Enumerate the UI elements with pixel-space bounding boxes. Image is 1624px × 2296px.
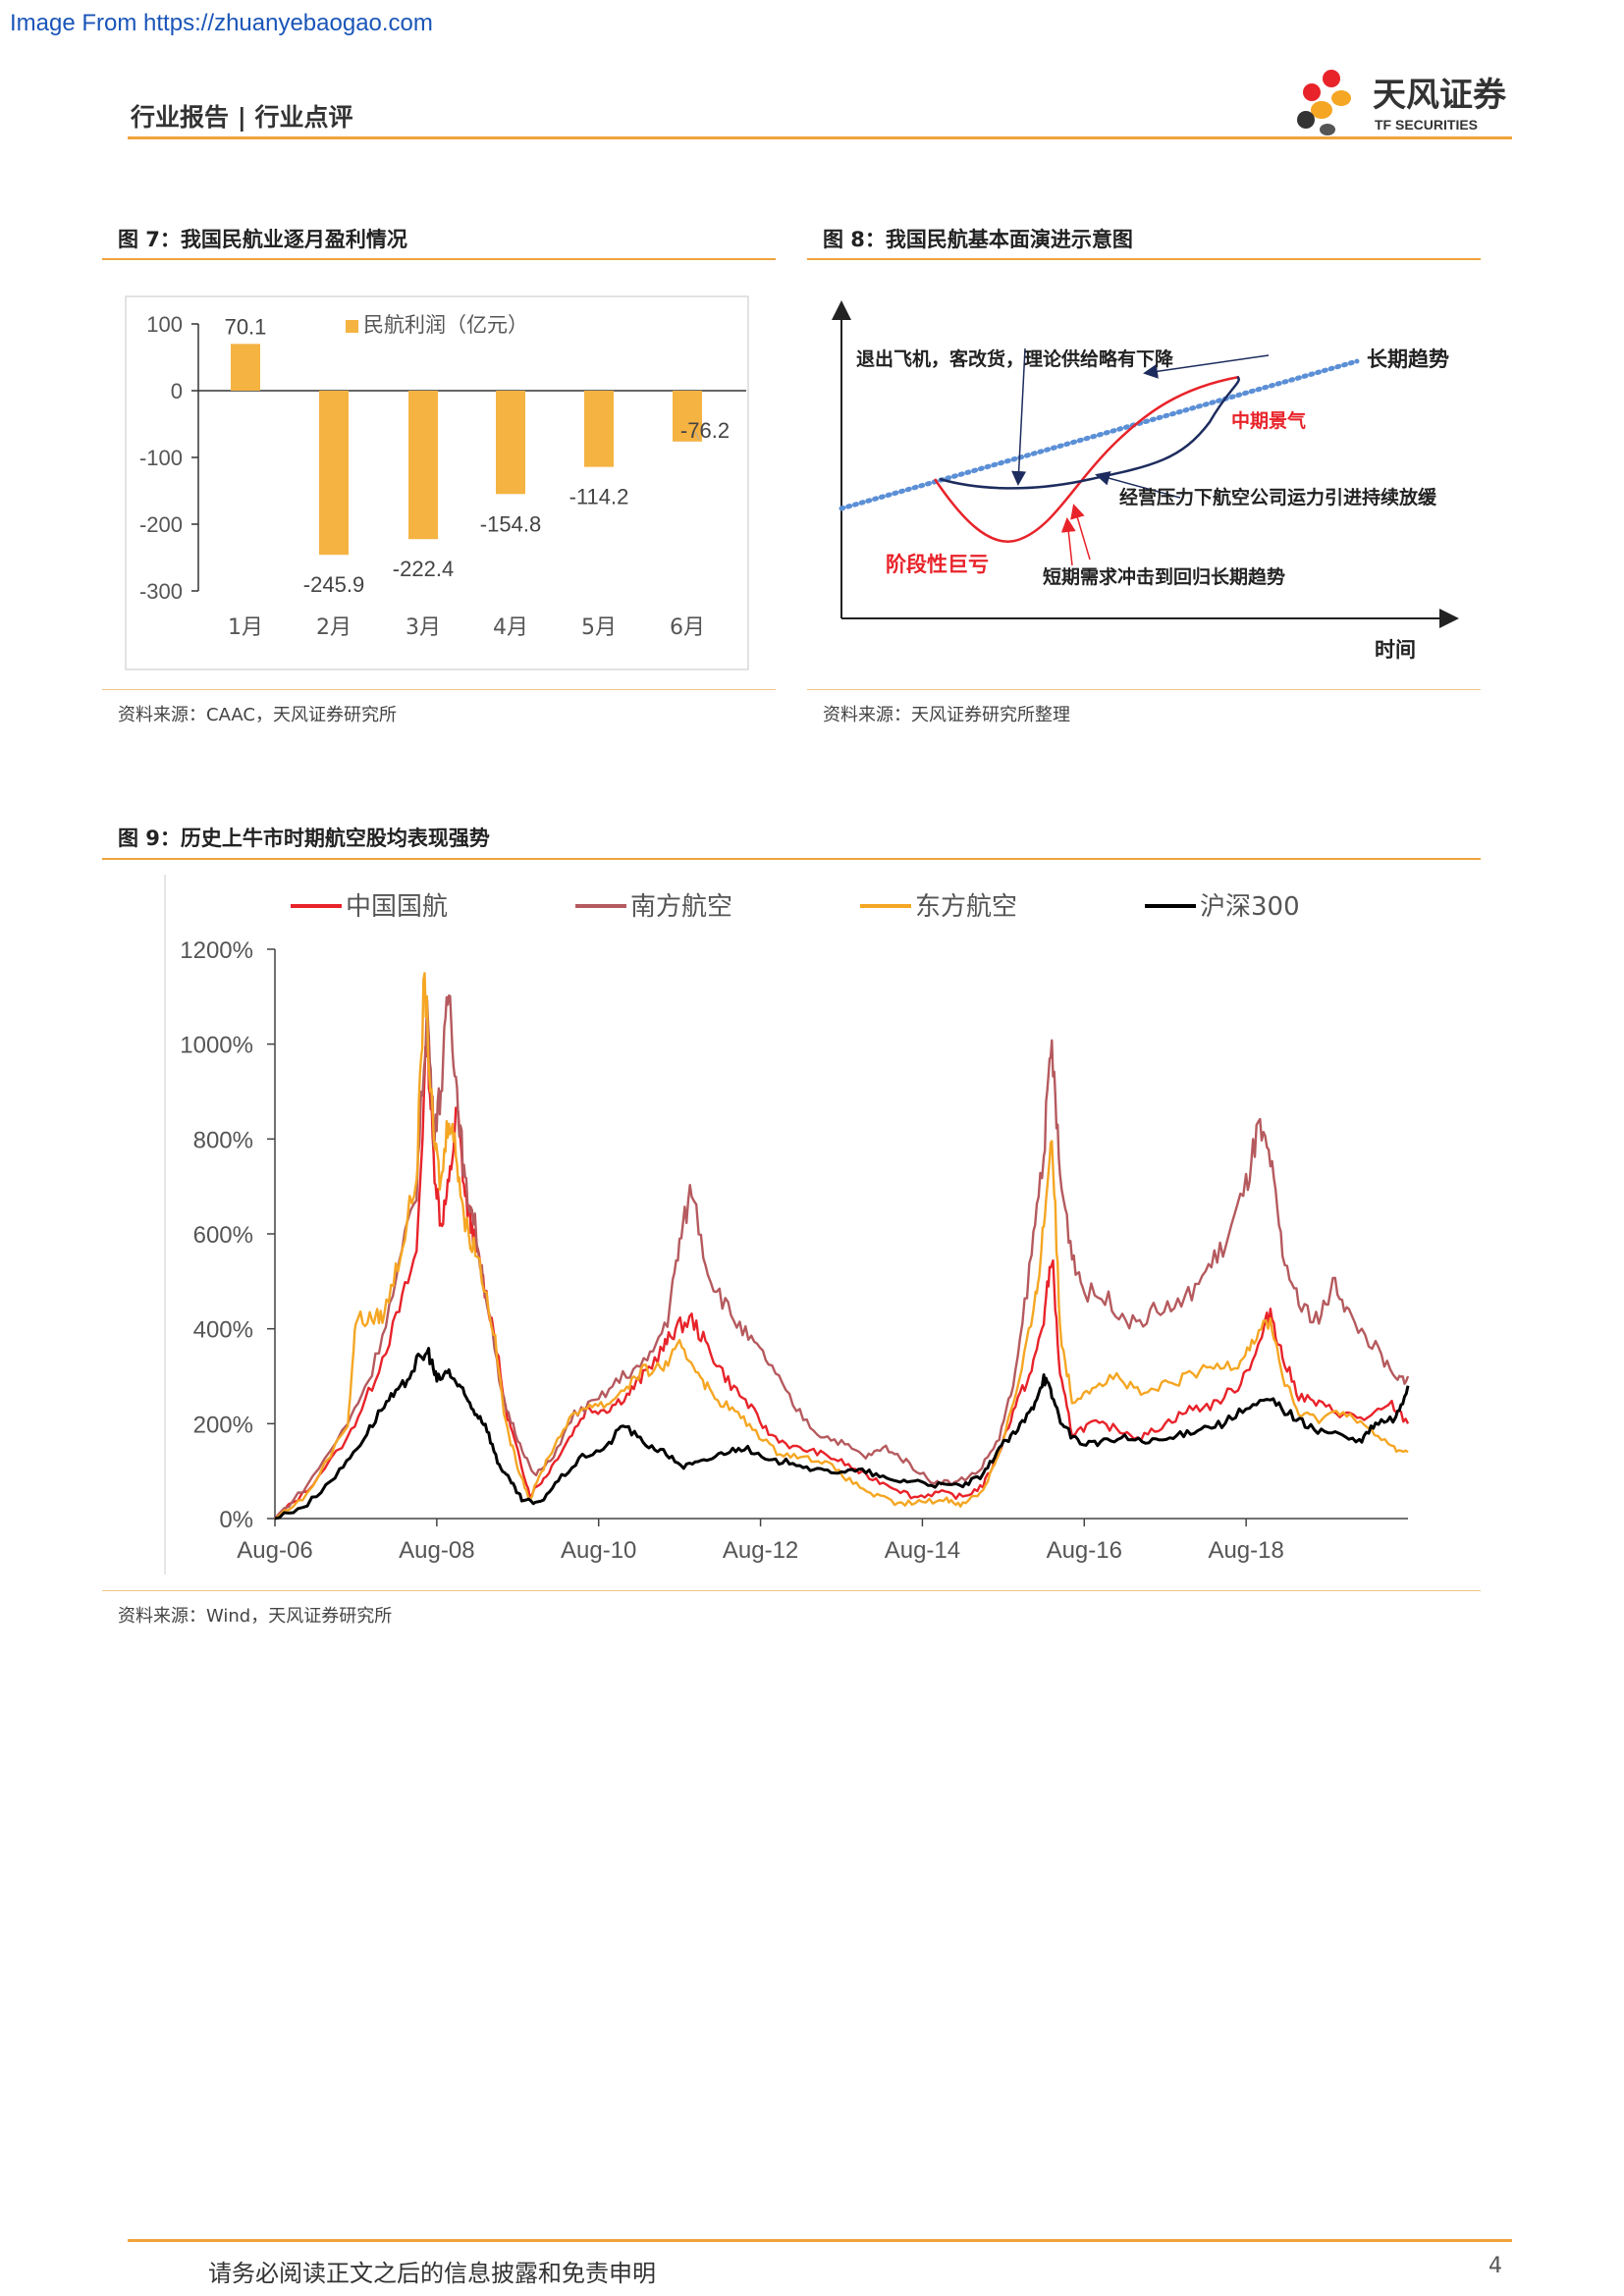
y-tick-label: 1200% (180, 937, 253, 964)
label-pressure: 经营压力下航空公司运力引进持续放缓 (1119, 486, 1437, 508)
legend-label: 南方航空 (630, 892, 732, 922)
disclaimer-text: 请务必阅读正文之后的信息披露和免责申明 (208, 2260, 656, 2287)
retire-pointer (1011, 347, 1027, 486)
x-tick-label: Aug-06 (237, 1537, 312, 1564)
x-tick-label: 5月 (581, 615, 617, 640)
x-tick-label: Aug-16 (1047, 1537, 1122, 1564)
bar (584, 391, 614, 467)
x-tick-label: 4月 (493, 615, 528, 640)
figure9-bottom-rule (102, 1590, 1481, 1591)
short-term-shock-curve (933, 375, 1240, 543)
figure7-bottom-rule (102, 689, 776, 690)
bar (408, 391, 438, 540)
x-tick-label: 2月 (316, 615, 352, 640)
y-tick-label: 0 (171, 379, 183, 403)
capacity-slowdown-curve (939, 375, 1240, 490)
series-line (274, 1036, 1410, 1520)
legend-label: 中国国航 (346, 892, 448, 922)
logo-cn: 天风证券 (1373, 76, 1507, 115)
figure7-title: 图 7：我国民航业逐月盈利情况 (118, 228, 407, 251)
page-number: 4 (1489, 2254, 1502, 2278)
figure9-chart: 中国国航 南方航空 东方航空 沪深300 0% 200% 400% 600% 800% 1000… (164, 875, 1410, 1575)
y-tick-label: 100 (146, 312, 183, 337)
x-tick-label: Aug-12 (723, 1537, 798, 1564)
data-label: -245.9 (303, 572, 364, 597)
data-label: 70.1 (225, 314, 267, 339)
figure9-source: 资料来源：Wind，天风证券研究所 (118, 1606, 393, 1627)
figure8-title: 图 8：我国民航基本面演进示意图 (823, 228, 1133, 251)
report-category: 行业报告 | 行业点评 (131, 103, 353, 132)
label-shock: 短期需求冲击到回归长期趋势 (1043, 565, 1285, 588)
data-label: -76.2 (680, 418, 730, 443)
logo-petals-icon (1297, 70, 1351, 135)
x-tick-label: Aug-08 (399, 1537, 474, 1564)
legend-label: 民航利润（亿元） (363, 313, 528, 337)
watermark-link[interactable]: Image From https://zhuanyebaogao.com (10, 10, 433, 36)
data-label-leader (694, 431, 700, 441)
bar (319, 391, 349, 556)
figure8-diagram: 退出飞机，客改货，理论供给略有下降 长期趋势 中期景气 经营压力下航空公司运力引… (832, 300, 1459, 662)
legend-swatch (346, 320, 358, 333)
loss-pointer (1060, 517, 1076, 566)
x-tick-label: 1月 (228, 615, 263, 640)
y-tick-label: -100 (139, 446, 183, 470)
data-label: -154.8 (480, 511, 541, 536)
figure7-top-rule (102, 258, 776, 260)
boom-pointer (1143, 354, 1270, 379)
bar (231, 344, 260, 391)
x-tick-label: 3月 (406, 615, 441, 640)
y-tick-label: 200% (193, 1412, 253, 1438)
y-tick-label: 600% (193, 1222, 253, 1249)
label-loss: 阶段性巨亏 (886, 553, 989, 576)
bar (496, 391, 525, 495)
x-tick-label: Aug-18 (1208, 1537, 1283, 1564)
label-long-trend: 长期趋势 (1367, 347, 1449, 371)
series-line (274, 993, 1410, 1520)
label-mid-boom: 中期景气 (1231, 409, 1306, 432)
y-tick-label: -200 (139, 512, 183, 537)
long-term-trend-line (839, 358, 1360, 511)
figure7-chart: 100 0 -100 -200 -300 70.1 -245.9 -222.4 -154.8 -… (125, 295, 749, 670)
label-retire: 退出飞机，客改货，理论供给略有下降 (856, 347, 1174, 370)
footer-divider (128, 2239, 1512, 2242)
x-tick-label: Aug-14 (885, 1537, 960, 1564)
shock-pointer (1070, 504, 1091, 561)
legend-label: 沪深300 (1200, 892, 1300, 922)
y-tick-label: -300 (139, 579, 183, 604)
pressure-pointer (1095, 470, 1181, 499)
bar (673, 391, 702, 442)
figure9-title: 图 9：历史上牛市时期航空股均表现强势 (118, 827, 490, 850)
logo-en: TF SECURITIES (1375, 117, 1478, 133)
figure8-source: 资料来源：天风证券研究所整理 (823, 705, 1070, 725)
y-tick-label: 0% (219, 1507, 253, 1533)
legend-label: 东方航空 (915, 892, 1017, 922)
y-tick-label: 1000% (180, 1033, 253, 1059)
header-divider (128, 136, 1512, 139)
data-label: -222.4 (393, 557, 454, 581)
tf-securities-logo: 天风证券 TF SECURITIES (1297, 70, 1507, 135)
x-tick-label: 6月 (670, 615, 705, 640)
x-tick-label: Aug-10 (561, 1537, 636, 1564)
y-tick-label: 800% (193, 1127, 253, 1153)
figure7-source: 资料来源：CAAC，天风证券研究所 (118, 705, 397, 725)
x-axis-label: 时间 (1375, 638, 1416, 662)
series-line (274, 1347, 1410, 1521)
figure8-bottom-rule (807, 689, 1481, 690)
y-tick-label: 400% (193, 1317, 253, 1344)
series-line (274, 972, 1409, 1520)
figure8-top-rule (807, 258, 1481, 260)
figure9-top-rule (102, 858, 1481, 860)
data-label: -114.2 (569, 485, 629, 509)
